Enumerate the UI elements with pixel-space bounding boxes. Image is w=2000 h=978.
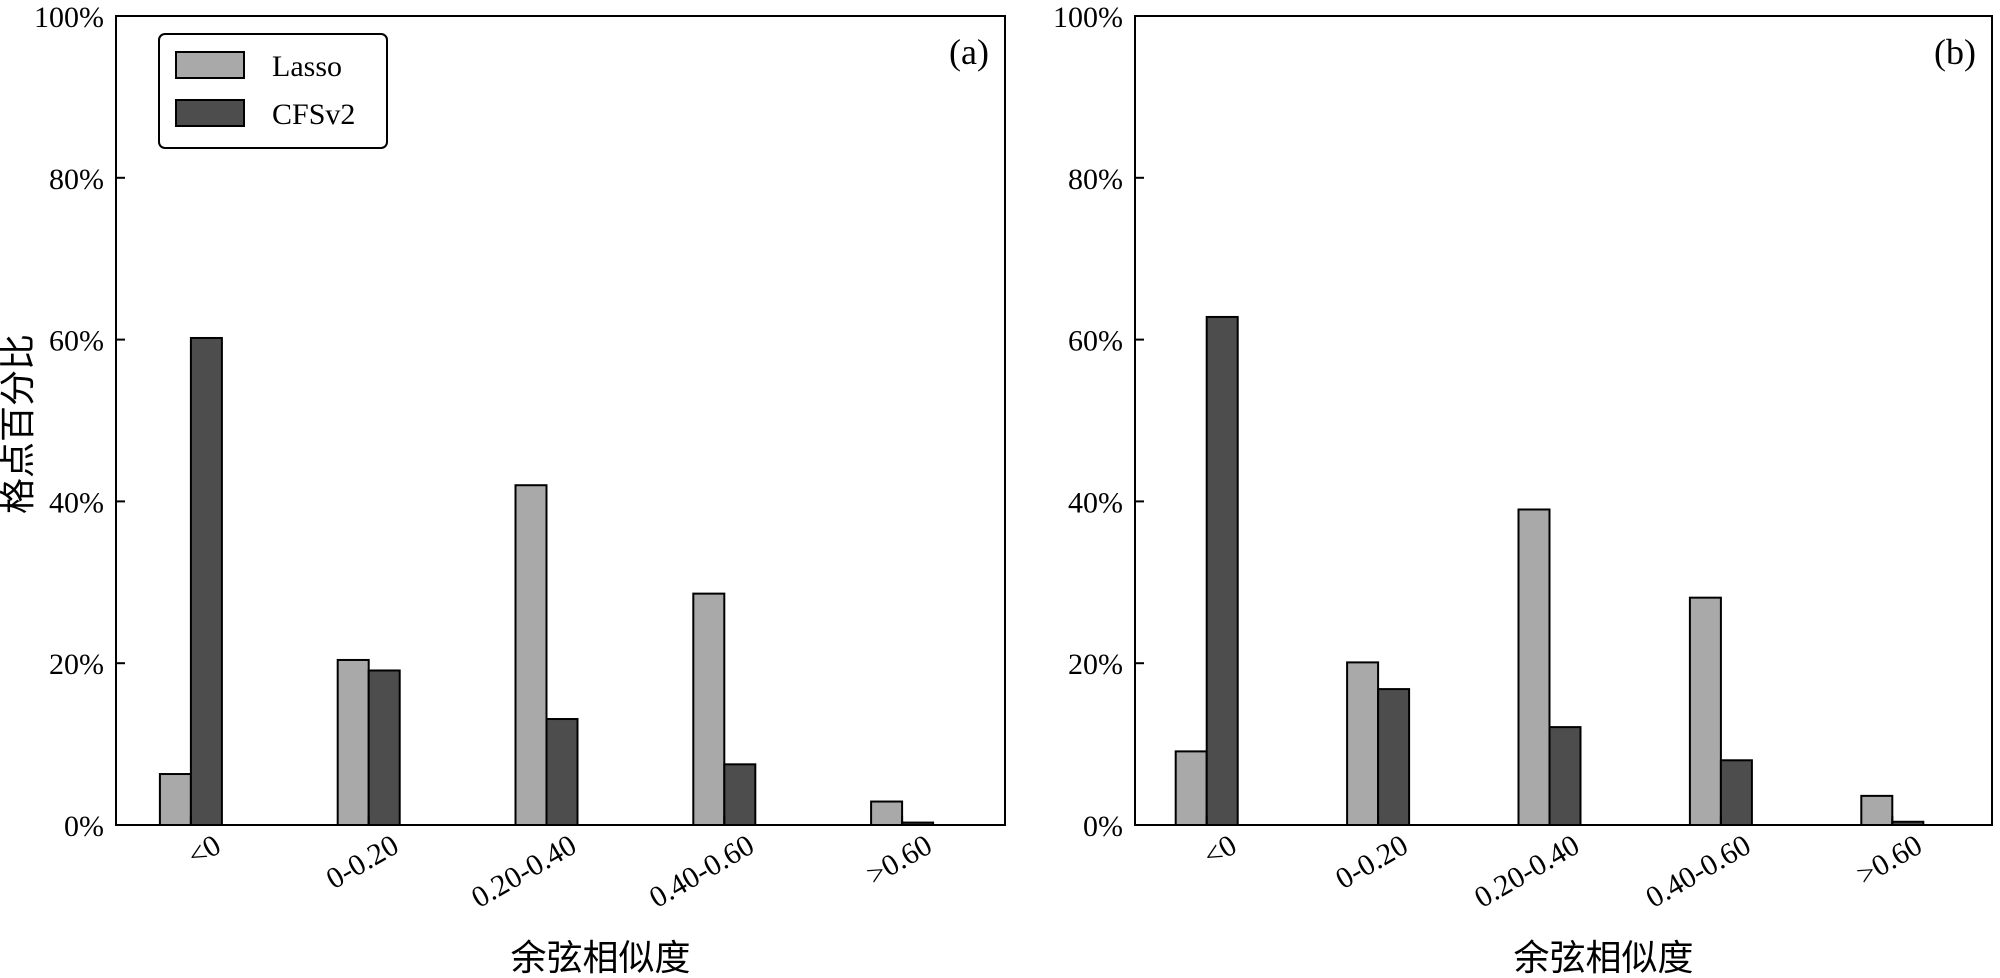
x-tick-label: 0-0.20 bbox=[1330, 828, 1414, 895]
legend-swatch-lasso bbox=[175, 51, 245, 79]
x-tick-label: 0.20-0.40 bbox=[1469, 828, 1585, 914]
y-tick-label: 60% bbox=[1068, 325, 1123, 358]
bar-lasso-2 bbox=[514, 484, 548, 826]
x-tick-label: 0-0.20 bbox=[321, 828, 405, 895]
bar-lasso-0 bbox=[158, 773, 192, 827]
y-axis-label: 格点百分比 bbox=[0, 334, 38, 514]
bar-lasso-2 bbox=[1517, 508, 1551, 826]
y-tick-label: 100% bbox=[34, 1, 104, 34]
plot-frame bbox=[1134, 15, 1993, 826]
legend-swatch-cfsv2 bbox=[175, 99, 245, 127]
x-tick-label: 0.20-0.40 bbox=[466, 828, 582, 914]
chart-panel-a: 0% 20% 40% 60% 80% 100% <0 0-0.20 0.20-0.40 0.40-… bbox=[34, 1, 1006, 978]
panel-label: (a) bbox=[949, 32, 989, 72]
y-tick-label: 20% bbox=[49, 648, 104, 681]
bar-lasso-3 bbox=[1688, 596, 1722, 827]
bar-cfsv2-3 bbox=[723, 763, 757, 827]
x-axis-label: 余弦相似度 bbox=[1513, 938, 1693, 978]
bar-cfsv2-1 bbox=[1377, 688, 1411, 827]
y-tick-label: 20% bbox=[1068, 648, 1123, 681]
y-tick-label: 40% bbox=[1068, 486, 1123, 519]
bar-lasso-4 bbox=[870, 800, 904, 827]
x-tick-label: >0.60 bbox=[861, 828, 938, 891]
x-axis-label: 余弦相似度 bbox=[510, 938, 690, 978]
y-tick-label: 40% bbox=[49, 486, 104, 519]
x-tick-label: <0 bbox=[1198, 828, 1242, 873]
x-tick-label: >0.60 bbox=[1851, 828, 1928, 891]
bar-cfsv2-0 bbox=[189, 336, 223, 826]
bar-lasso-3 bbox=[692, 592, 726, 826]
bar-cfsv2-0 bbox=[1205, 315, 1239, 826]
legend-label-cfsv2: CFSv2 bbox=[272, 98, 355, 131]
plot-frame bbox=[115, 15, 1006, 826]
bar-cfsv2-2 bbox=[545, 718, 579, 826]
bar-lasso-1 bbox=[336, 658, 370, 826]
bar-lasso-0 bbox=[1174, 750, 1208, 826]
x-tick-label: 0.40-0.60 bbox=[644, 828, 760, 914]
y-tick-label: 0% bbox=[64, 810, 104, 843]
legend: Lasso CFSv2 bbox=[158, 33, 388, 149]
bar-lasso-1 bbox=[1346, 661, 1380, 826]
y-tick-label: 0% bbox=[1083, 810, 1123, 843]
bar-cfsv2-2 bbox=[1548, 726, 1582, 827]
y-tick-label: 80% bbox=[49, 163, 104, 196]
bar-lasso-4 bbox=[1860, 794, 1894, 826]
y-tick-label: 100% bbox=[1053, 1, 1123, 34]
y-tick-label: 80% bbox=[1068, 163, 1123, 196]
panel-label: (b) bbox=[1934, 32, 1976, 72]
bar-cfsv2-3 bbox=[1719, 759, 1753, 827]
legend-label-lasso: Lasso bbox=[272, 50, 342, 83]
y-tick-label: 60% bbox=[49, 325, 104, 358]
x-tick-label: 0.40-0.60 bbox=[1640, 828, 1756, 914]
bar-cfsv2-1 bbox=[367, 669, 401, 827]
x-tick-label: <0 bbox=[182, 828, 226, 873]
chart-panel-b: 0% 20% 40% 60% 80% 100% <0 0-0.20 0.20-0.40 0.40-… bbox=[1053, 1, 1993, 978]
